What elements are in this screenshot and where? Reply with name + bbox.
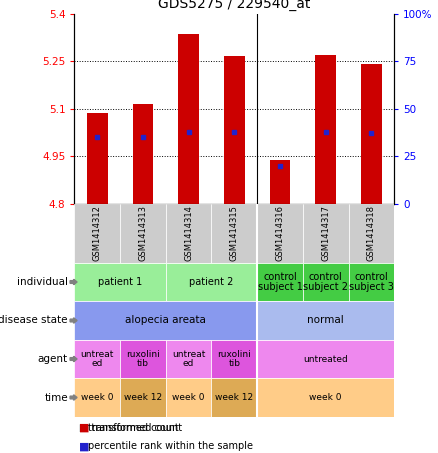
Text: time: time bbox=[44, 392, 68, 403]
Text: control
subject 3: control subject 3 bbox=[349, 272, 394, 292]
Bar bbox=[349, 204, 394, 263]
Bar bbox=[74, 378, 120, 417]
Bar bbox=[257, 204, 303, 263]
Text: patient 1: patient 1 bbox=[98, 277, 142, 287]
Text: week 0: week 0 bbox=[81, 393, 113, 402]
Bar bbox=[74, 301, 257, 340]
Text: GSM1414317: GSM1414317 bbox=[321, 205, 330, 261]
Text: week 12: week 12 bbox=[215, 393, 254, 402]
Bar bbox=[133, 104, 153, 204]
Bar bbox=[166, 378, 212, 417]
Bar bbox=[257, 378, 394, 417]
Text: transformed count: transformed count bbox=[88, 423, 179, 433]
Bar bbox=[120, 204, 166, 263]
Bar bbox=[315, 55, 336, 204]
Text: GSM1414316: GSM1414316 bbox=[276, 205, 285, 261]
Text: individual: individual bbox=[17, 277, 68, 287]
Bar bbox=[178, 34, 199, 204]
Bar bbox=[361, 64, 381, 204]
Text: ■: ■ bbox=[79, 441, 89, 451]
Bar bbox=[257, 263, 303, 301]
Bar bbox=[224, 57, 244, 204]
Bar bbox=[270, 160, 290, 204]
Bar bbox=[349, 263, 394, 301]
Bar bbox=[87, 113, 108, 204]
Text: ruxolini
tib: ruxolini tib bbox=[217, 350, 251, 368]
Text: untreated: untreated bbox=[303, 355, 348, 363]
Text: agent: agent bbox=[38, 354, 68, 364]
Text: GSM1414315: GSM1414315 bbox=[230, 205, 239, 261]
Bar bbox=[120, 378, 166, 417]
Bar bbox=[257, 340, 394, 378]
Text: week 0: week 0 bbox=[309, 393, 342, 402]
Bar bbox=[74, 263, 166, 301]
Text: GSM1414312: GSM1414312 bbox=[93, 205, 102, 261]
Bar bbox=[166, 340, 212, 378]
Text: control
subject 2: control subject 2 bbox=[303, 272, 348, 292]
Text: week 0: week 0 bbox=[173, 393, 205, 402]
Bar bbox=[74, 204, 120, 263]
Text: disease state: disease state bbox=[0, 315, 68, 326]
Bar bbox=[303, 263, 349, 301]
Bar bbox=[166, 204, 212, 263]
Text: untreat
ed: untreat ed bbox=[81, 350, 114, 368]
Text: control
subject 1: control subject 1 bbox=[258, 272, 303, 292]
Bar bbox=[257, 301, 394, 340]
Bar bbox=[212, 340, 257, 378]
Text: untreat
ed: untreat ed bbox=[172, 350, 205, 368]
Bar bbox=[212, 204, 257, 263]
Text: ■: ■ bbox=[79, 423, 89, 433]
Text: alopecia areata: alopecia areata bbox=[125, 315, 206, 326]
Text: week 12: week 12 bbox=[124, 393, 162, 402]
Title: GDS5275 / 229540_at: GDS5275 / 229540_at bbox=[158, 0, 311, 11]
Text: ruxolini
tib: ruxolini tib bbox=[126, 350, 160, 368]
Text: patient 2: patient 2 bbox=[189, 277, 234, 287]
Bar bbox=[120, 340, 166, 378]
Text: ■ transformed count: ■ transformed count bbox=[79, 423, 182, 433]
Text: GSM1414318: GSM1414318 bbox=[367, 205, 376, 261]
Bar bbox=[74, 340, 120, 378]
Text: GSM1414313: GSM1414313 bbox=[138, 205, 148, 261]
Bar bbox=[303, 204, 349, 263]
Text: GSM1414314: GSM1414314 bbox=[184, 205, 193, 261]
Text: percentile rank within the sample: percentile rank within the sample bbox=[88, 441, 254, 451]
Text: normal: normal bbox=[307, 315, 344, 326]
Bar bbox=[166, 263, 257, 301]
Bar bbox=[212, 378, 257, 417]
